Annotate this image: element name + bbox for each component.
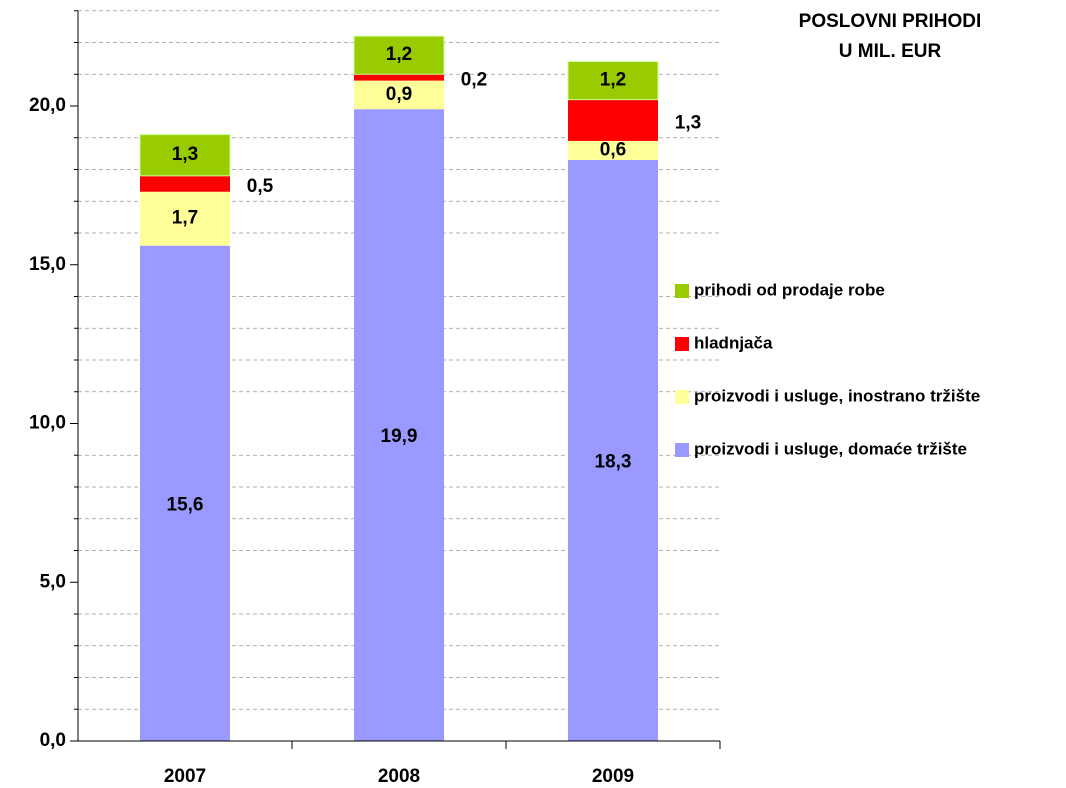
bar-segment: [568, 99, 658, 141]
x-tick-label: 2007: [164, 766, 206, 787]
value-label: 0,9: [386, 84, 412, 105]
bar-segment: [568, 140, 658, 160]
y-tick-label: 0,0: [40, 730, 66, 751]
bar-segment: [140, 191, 230, 246]
x-tick-label: 2008: [378, 766, 420, 787]
value-label: 19,9: [381, 426, 418, 447]
bar-segment: [139, 134, 231, 177]
value-label: 18,3: [595, 452, 632, 473]
bar-segment: [567, 61, 659, 101]
legend-label: prihodi od prodaje robe: [694, 280, 885, 299]
legend-swatch: [675, 284, 689, 298]
value-label: 1,7: [172, 208, 198, 229]
value-label: 0,6: [600, 139, 626, 160]
value-label: 0,2: [461, 69, 487, 90]
bar-segment: [568, 159, 658, 742]
value-label: 1,3: [675, 112, 701, 133]
bar-segment: [354, 74, 444, 81]
legend-label: hladnjača: [694, 333, 773, 352]
value-label: 15,6: [167, 494, 204, 515]
x-tick-label: 2009: [592, 766, 634, 787]
bar-segment: [140, 175, 230, 192]
value-label: 1,2: [600, 70, 626, 91]
chart-title: U MIL. EUR: [839, 41, 942, 62]
bar-segment: [353, 35, 445, 75]
y-tick-label: 20,0: [29, 95, 66, 116]
legend-swatch: [675, 390, 689, 404]
legend-swatch: [675, 443, 689, 457]
bar-segment: [140, 245, 230, 741]
legend-label: proizvodi i usluge, inostrano tržište: [694, 386, 980, 405]
value-label: 1,2: [386, 44, 412, 65]
legend-label: proizvodi i usluge, domaće tržište: [694, 439, 967, 458]
y-tick-label: 15,0: [29, 254, 66, 275]
bar-segment: [354, 109, 444, 742]
legend-swatch: [675, 337, 689, 351]
value-label: 1,3: [172, 144, 198, 165]
chart-title: POSLOVNI PRIHODI: [799, 11, 982, 32]
value-label: 0,5: [247, 176, 274, 197]
bar-segment: [354, 80, 444, 110]
y-tick-label: 5,0: [40, 571, 66, 592]
y-tick-label: 10,0: [29, 413, 66, 434]
